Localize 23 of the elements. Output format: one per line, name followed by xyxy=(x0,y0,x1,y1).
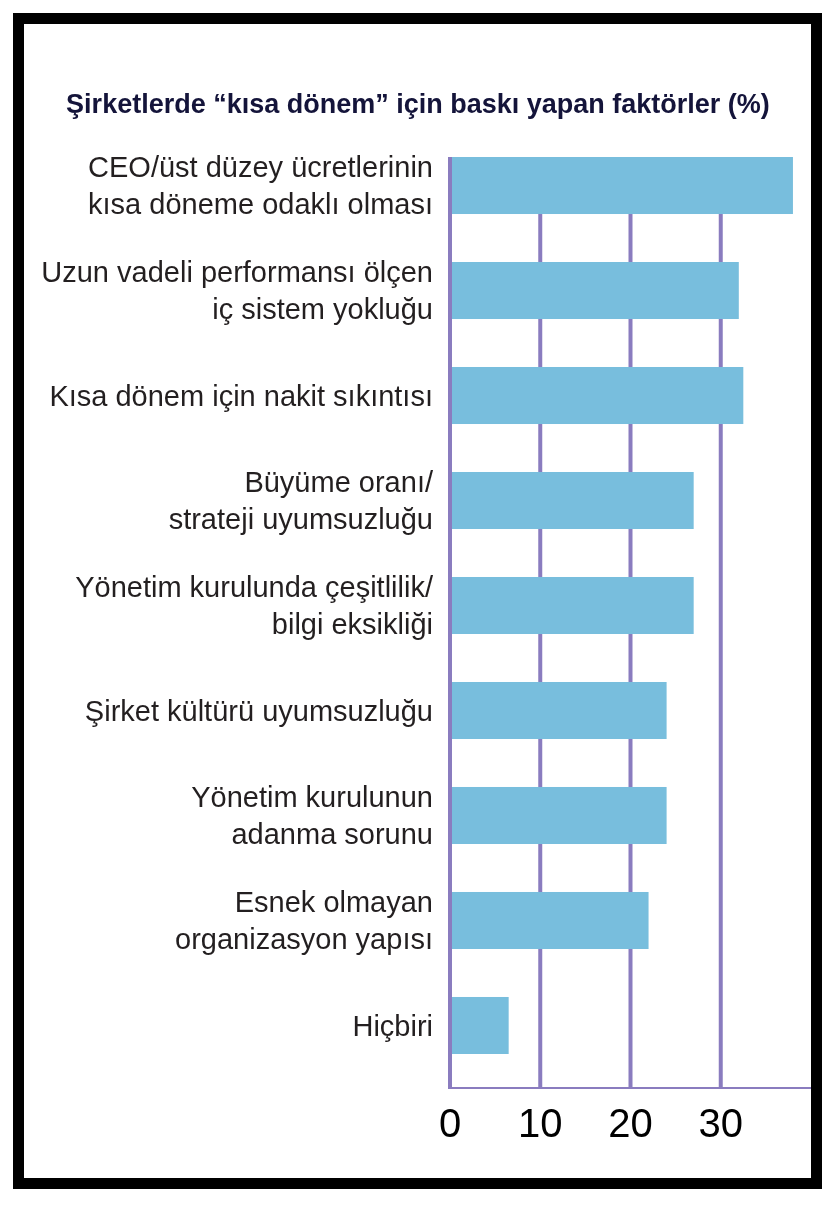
bar xyxy=(452,262,739,320)
y-tick-label: Kısa dönem için nakit sıkıntısı xyxy=(49,379,433,412)
x-tick-label: 20 xyxy=(608,1101,653,1145)
bar xyxy=(452,157,793,215)
bar xyxy=(452,996,509,1054)
y-tick-label: Esnek olmayan organizasyon yapısı xyxy=(175,886,433,956)
x-tick-label: 30 xyxy=(698,1101,743,1145)
x-tick-label: 0 xyxy=(438,1101,462,1145)
bar xyxy=(452,472,694,530)
y-tick-label: Uzun vadeli performansı ölçen iç sistem yokluğu xyxy=(41,256,433,326)
bar xyxy=(452,891,649,949)
y-tick-label: CEO/üst düzey ücretlerinin kısa döneme odaklı olması xyxy=(88,151,433,221)
chart-title: Şirketlerde “kısa dönem” için baskı yapan faktörler (%) xyxy=(66,89,770,119)
x-tick-label: 10 xyxy=(518,1101,563,1145)
y-tick-label: Yönetim kurulunda çeşitlilik/ bilgi eksikliği xyxy=(75,571,434,641)
bar xyxy=(452,576,694,635)
y-tick-label: Büyüme oranı/ strateji uyumsuzluğu xyxy=(168,466,434,536)
bar xyxy=(452,786,667,844)
bar xyxy=(452,367,744,425)
bar xyxy=(452,681,667,740)
y-tick-label: Yönetim kurulunun adanma sorunu xyxy=(191,781,433,851)
y-tick-label: Hiçbiri xyxy=(352,1009,433,1042)
y-tick-label: Şirket kültürü uyumsuzluğu xyxy=(84,694,433,727)
